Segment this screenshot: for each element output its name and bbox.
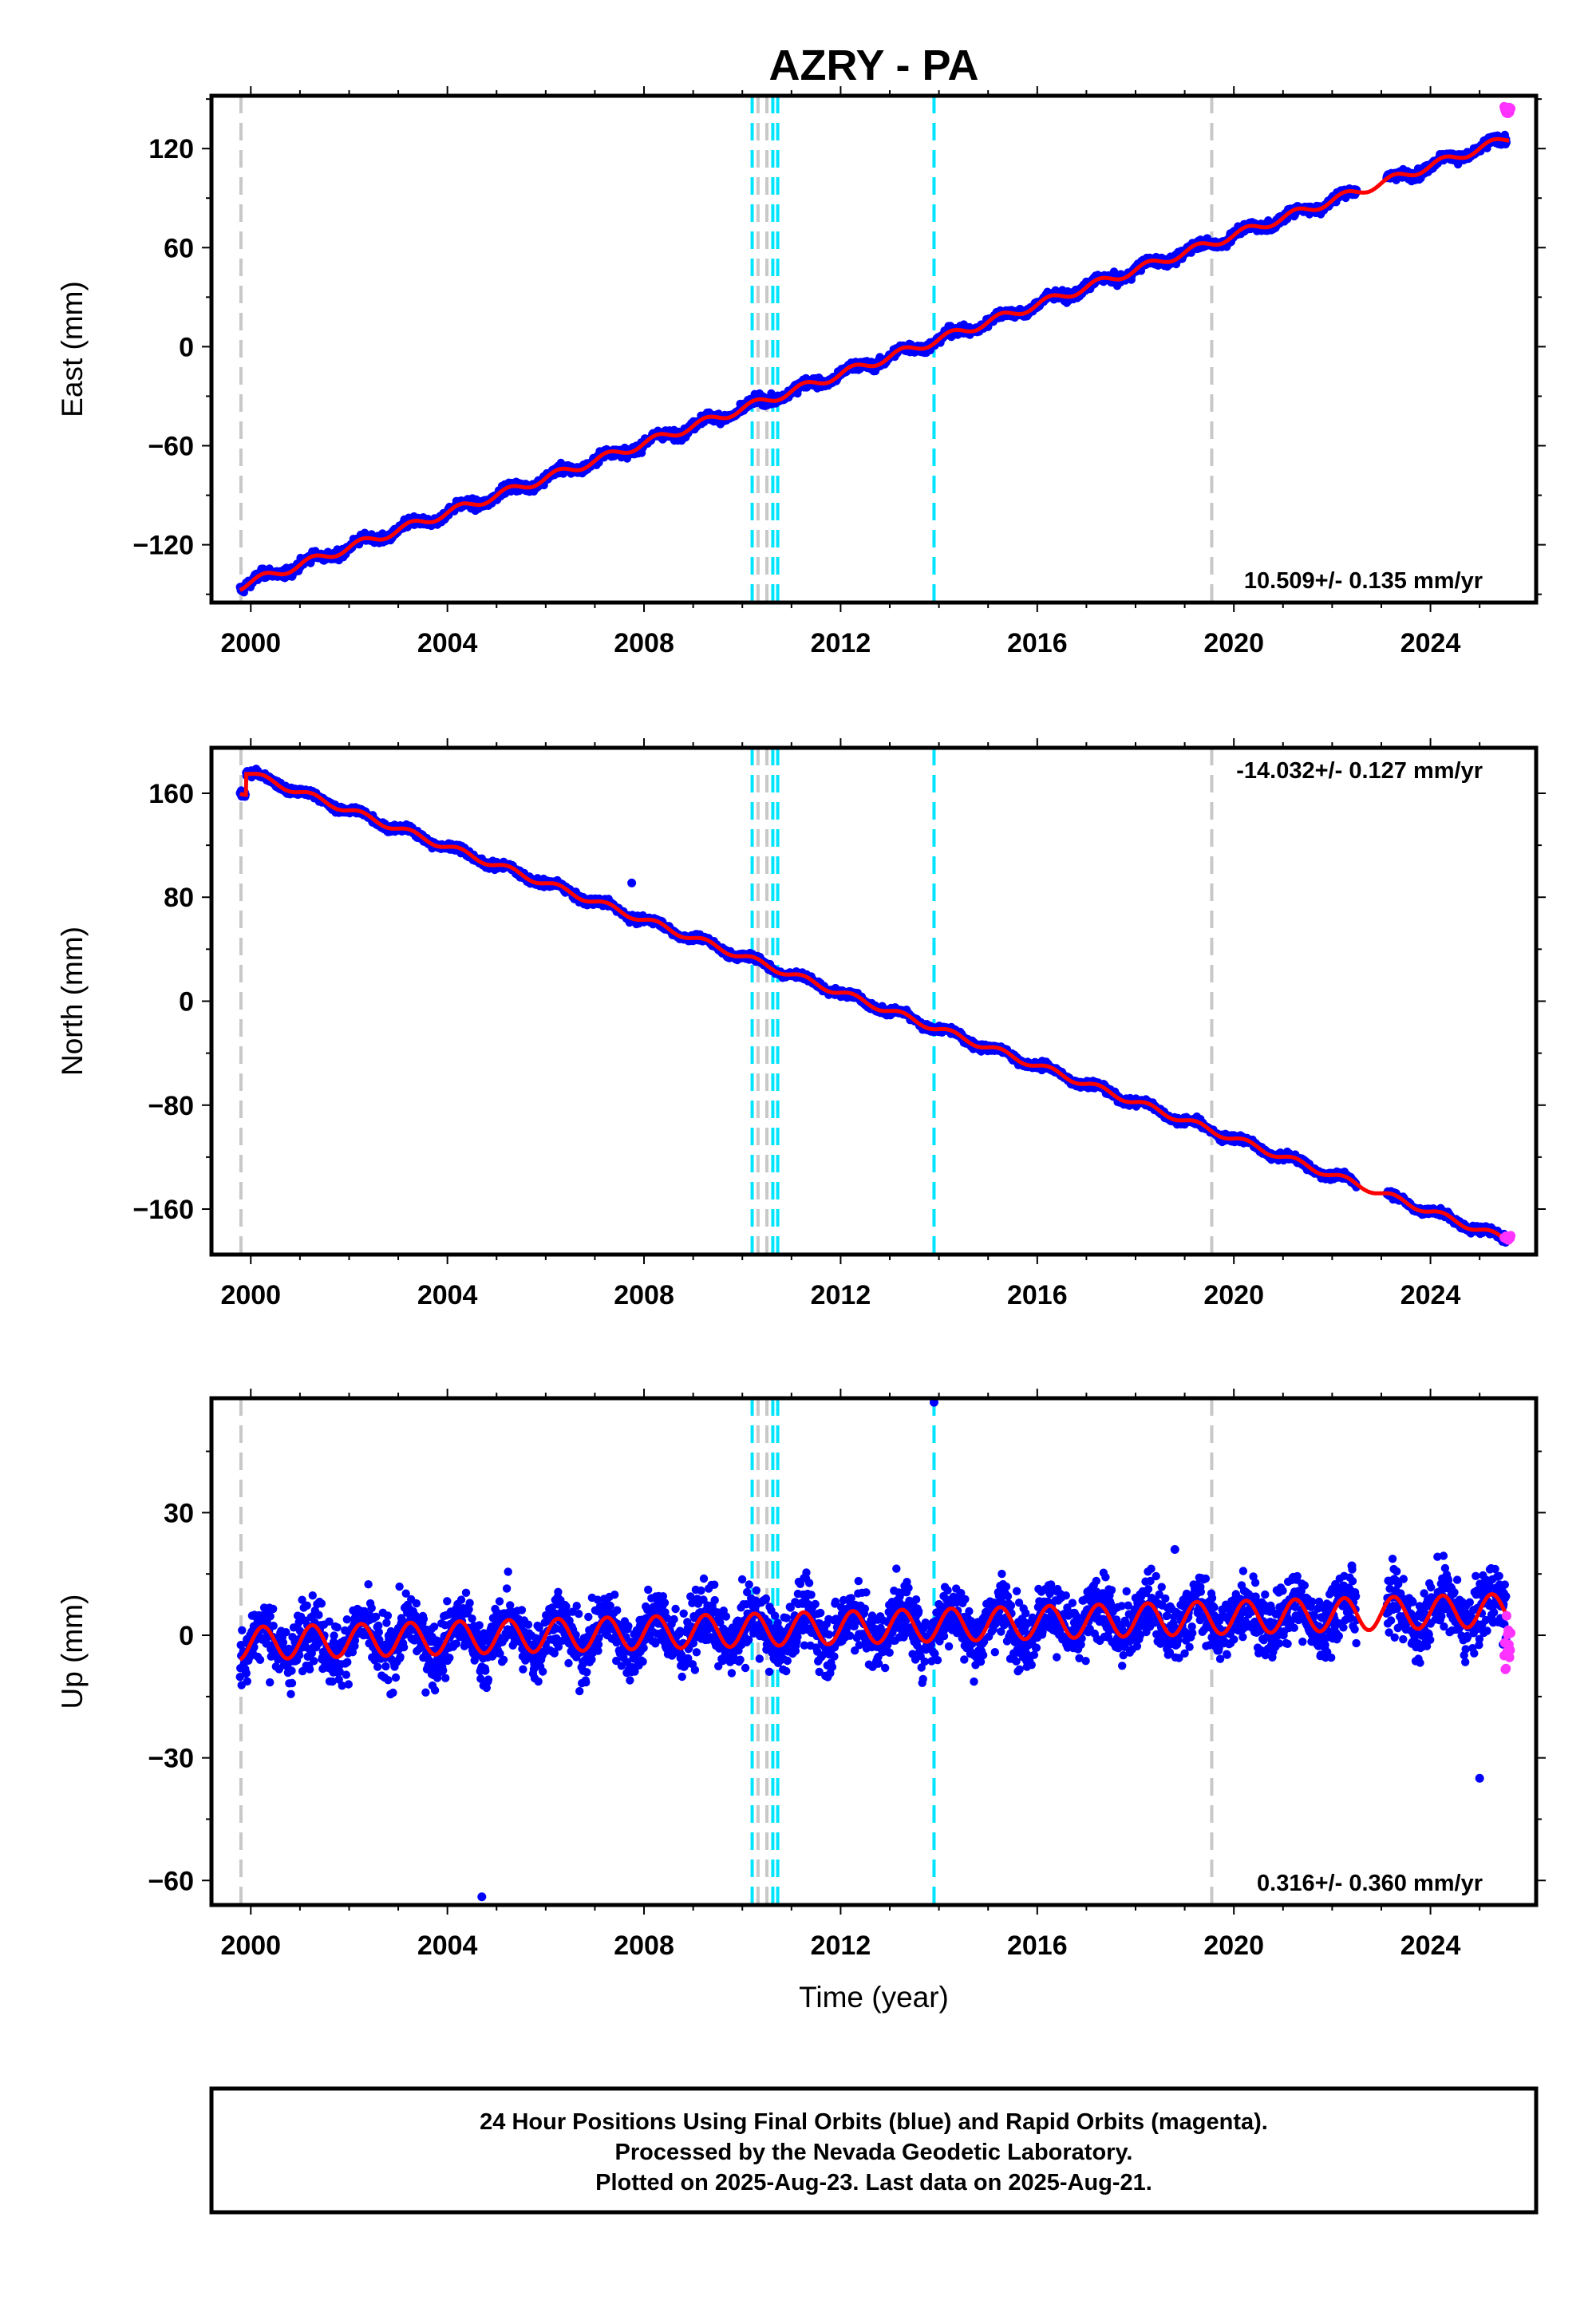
- x-tick-label: 2024: [1400, 628, 1461, 658]
- chart-title: AZRY - PA: [768, 41, 978, 89]
- y-tick-label: −120: [132, 531, 194, 561]
- x-tick-label: 2016: [1007, 628, 1068, 658]
- y-tick-label: 0: [179, 332, 194, 362]
- east-panel: 2000 2004 2008 2012 2016 2020 2024 −120 −60 0 60 12…: [56, 86, 1546, 658]
- x-tick-label: 2004: [417, 628, 478, 658]
- rapid-point: [1506, 104, 1516, 114]
- rate-label: 10.509+/- 0.135 mm/yr: [1244, 568, 1483, 594]
- y-axis-label: East (mm): [56, 281, 89, 417]
- y-tick-label: 60: [164, 233, 194, 263]
- x-tick-label: 2020: [1203, 628, 1264, 658]
- x-tick-label: 2000: [220, 628, 281, 658]
- y-tick-label: 120: [148, 134, 194, 164]
- y-tick-label: −60: [148, 432, 194, 462]
- x-tick-label: 2008: [614, 628, 674, 658]
- north-panel: 2000 2004 2008 2012 2016 2020 2024−160−8008016…: [56, 738, 1546, 1310]
- x-tick-label: 2012: [811, 628, 871, 658]
